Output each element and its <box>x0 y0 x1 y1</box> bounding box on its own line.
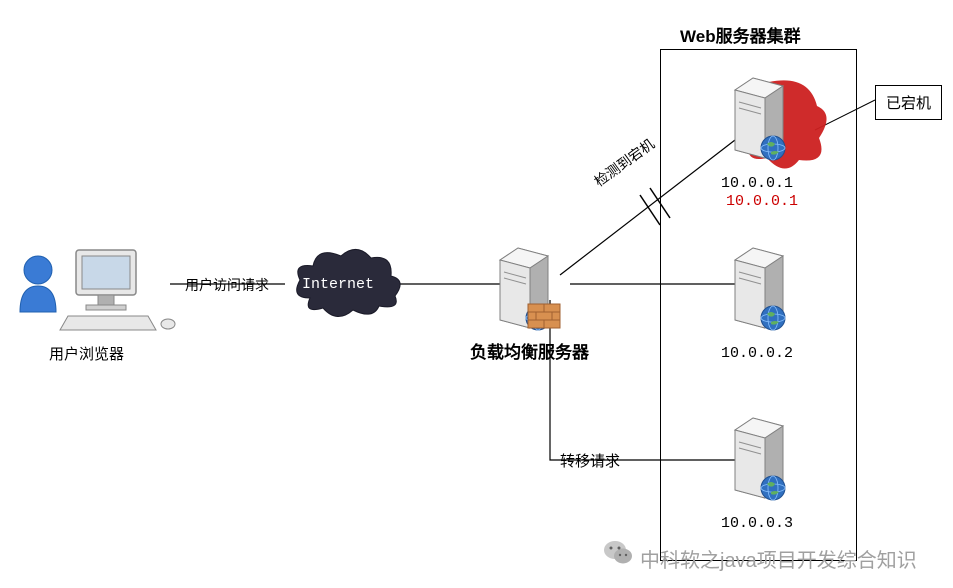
edge-user-cloud-label: 用户访问请求 <box>185 275 269 295</box>
server1-icon <box>735 78 827 169</box>
wechat-icon <box>604 541 632 564</box>
cloud-label: Internet <box>302 276 374 293</box>
server3-icon <box>735 418 785 500</box>
user-icon <box>20 250 175 330</box>
diagram-svg <box>0 0 953 588</box>
user-label: 用户浏览器 <box>49 343 124 364</box>
server3-ip: 10.0.0.3 <box>721 515 793 532</box>
edge-lb-s1 <box>560 140 735 275</box>
lb-label: 负载均衡服务器 <box>470 338 589 363</box>
server2-icon <box>735 248 785 330</box>
server1-ip: 10.0.0.1 <box>721 175 793 192</box>
server1-ip-red: 10.0.0.1 <box>726 193 798 210</box>
server2-ip: 10.0.0.2 <box>721 345 793 362</box>
watermark-text: 中科软之java项目开发综合知识 <box>640 544 917 573</box>
edge-lb-s3 <box>550 300 735 460</box>
loadbalancer-icon <box>500 248 560 330</box>
edge-lb-s3-label: 转移请求 <box>560 450 620 471</box>
